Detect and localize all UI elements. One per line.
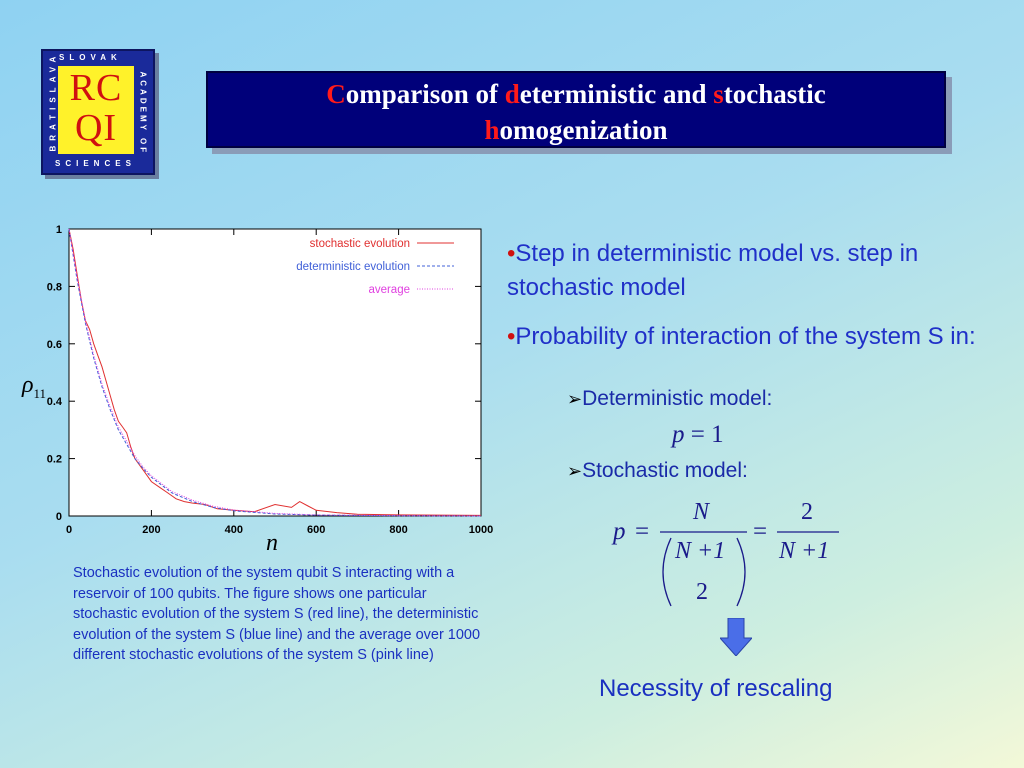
y-axis-symbol: ρ: [22, 372, 34, 398]
logo-left-text: BRATISLAVA: [48, 51, 58, 152]
sub-bullet-stochastic: ➢Stochastic model:: [567, 459, 748, 483]
arrow-bullet-icon: ➢: [567, 461, 583, 481]
title-initial-d: d: [504, 79, 520, 109]
rcqi-logo: SLOVAK BRATISLAVA ACADEMY OF RC QI SCIEN…: [41, 49, 155, 175]
x-tick-label: 800: [389, 524, 407, 536]
logo-bottom-text: SCIENCES: [55, 159, 136, 168]
legend-label: average: [368, 284, 410, 296]
formula-stochastic: p = N N +1 2 = 2 N +1: [611, 499, 839, 607]
logo-yellow-panel: RC QI: [58, 66, 134, 154]
title-text-2: eterministic and: [519, 79, 714, 109]
formula-equals: =: [690, 421, 705, 448]
slide-title: Comparison of deterministic and stochast…: [206, 71, 946, 148]
y-tick-label: 0.2: [47, 454, 62, 466]
bullet-step-comparison: •Step in deterministic model vs. step in…: [507, 237, 1007, 305]
x-tick-label: 600: [307, 524, 325, 536]
sub-bullet-text: Stochastic model:: [582, 459, 748, 482]
bullet-text: Step in deterministic model vs. step in …: [507, 240, 919, 301]
y-tick-label: 0.6: [47, 339, 62, 351]
formula2-equals: =: [635, 518, 649, 545]
figure-caption: Stochastic evolution of the system qubit…: [73, 565, 481, 663]
binom-left-paren: [662, 537, 672, 607]
x-tick-label: 400: [225, 524, 243, 536]
y-tick-label: 1: [56, 224, 62, 236]
logo-letters: RC QI: [58, 68, 134, 148]
y-axis-label: ρ11: [22, 372, 46, 402]
title-initial-c: C: [326, 79, 346, 109]
formula-value: 1: [711, 421, 724, 448]
series-line-stochastic-evolution: [68, 228, 482, 516]
y-tick-label: 0.4: [47, 396, 63, 408]
binom-bottom: 2: [696, 579, 708, 605]
title-initial-s: s: [713, 79, 724, 109]
x-tick-label: 1000: [469, 524, 493, 536]
logo-top-text: SLOVAK: [59, 53, 122, 62]
y-tick-label: 0: [56, 511, 62, 523]
bullet-text: Probability of interaction of the system…: [515, 323, 976, 350]
title-text-1: omparison of: [345, 79, 505, 109]
x-tick-label: 0: [66, 524, 72, 536]
legend-label: deterministic evolution: [296, 261, 410, 273]
binom-top: N +1: [674, 538, 725, 564]
bullet-marker: •: [507, 323, 516, 350]
title-line1: Comparison of deterministic and stochast…: [208, 76, 944, 112]
formula2-denominator-2: N +1: [778, 538, 829, 564]
series-line-average: [68, 228, 482, 517]
logo-right-text: ACADEMY OF: [138, 71, 148, 156]
series-line-deterministic-evolution: [68, 228, 482, 517]
y-axis-subscript: 11: [33, 385, 47, 401]
x-axis-label: n: [266, 530, 278, 556]
title-line2: homogenization: [208, 112, 944, 148]
y-tick-label: 0.8: [47, 281, 62, 293]
formula-var-p: p: [672, 421, 685, 448]
title-initial-h: h: [484, 115, 500, 145]
arrow-bullet-icon: ➢: [567, 389, 583, 409]
formula2-var-p: p: [611, 518, 626, 545]
legend-label: stochastic evolution: [310, 238, 410, 250]
down-arrow-icon: [720, 618, 752, 656]
evolution-chart: 0 0.2 0.4 0.6 0.8 1 0 200 400 600 800 1000 stochasti…: [47, 224, 494, 536]
binom-right-paren: [736, 537, 746, 607]
plot-area: [68, 228, 482, 517]
formula2-numerator-2: 2: [801, 499, 813, 525]
title-text-4: omogenization: [499, 115, 668, 145]
sub-bullet-deterministic: ➢Deterministic model:: [567, 387, 772, 411]
title-text-3: tochastic: [723, 79, 826, 109]
bullet-probability: •Probability of interaction of the syste…: [507, 320, 1007, 354]
formula2-numerator: N: [692, 499, 711, 525]
sub-bullet-text: Deterministic model:: [582, 387, 773, 410]
logo-letters-line1: RC: [69, 67, 123, 109]
logo-letters-line2: QI: [74, 107, 118, 149]
formula2-equals-2: =: [753, 518, 767, 545]
conclusion-text: Necessity of rescaling: [599, 675, 833, 702]
bullet-marker: •: [507, 240, 516, 267]
formula-deterministic: p = 1: [672, 421, 724, 449]
x-tick-label: 200: [142, 524, 160, 536]
